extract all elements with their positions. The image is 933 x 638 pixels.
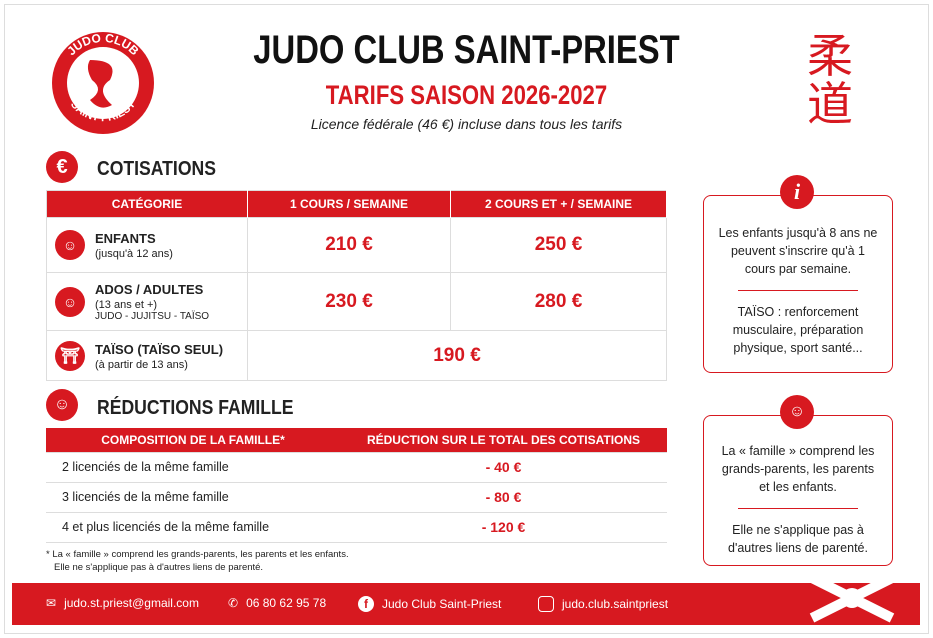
frame <box>4 4 929 634</box>
facebook[interactable]: Judo Club Saint-Priest <box>382 597 502 611</box>
kanji-char: 道 <box>807 77 853 131</box>
col-header: CATÉGORIE <box>46 190 248 218</box>
reduction: - 40 € <box>340 451 667 482</box>
cat-name: ADOS / ADULTES <box>95 282 204 297</box>
reduction-table: COMPOSITION DE LA FAMILLE* RÉDUCTION SUR … <box>46 428 667 543</box>
info-text: TAÏSO : renforcement musculaire, prépara… <box>732 305 864 355</box>
footer-phone[interactable]: ✆ 06 80 62 95 78 <box>228 596 326 610</box>
price: 280 € <box>450 272 667 331</box>
section-title: COTISATIONS <box>97 158 216 180</box>
composition: 3 licenciés de la même famille <box>46 481 340 512</box>
info-icon: i <box>780 175 814 209</box>
col-header: 1 COURS / SEMAINE <box>247 190 451 218</box>
header-row: COMPOSITION DE LA FAMILLE* RÉDUCTION SUR … <box>46 428 667 452</box>
kanji: 柔道 <box>800 32 860 128</box>
cat-extra: JUDO - JUJITSU - TAÏSO <box>95 311 210 322</box>
footer-email[interactable]: ✉ judo.st.priest@gmail.com <box>46 596 199 610</box>
cat-detail: (à partir de 13 ans) <box>95 358 188 371</box>
price: 210 € <box>247 217 451 273</box>
composition: 2 licenciés de la même famille <box>46 451 340 482</box>
header-row: CATÉGORIE 1 COURS / SEMAINE 2 COURS ET + /… <box>46 190 667 218</box>
title: JUDO CLUB SAINT-PRIEST <box>253 28 680 72</box>
footnote-line: * La « famille » comprend les grands-par… <box>46 549 349 560</box>
phone[interactable]: 06 80 62 95 78 <box>246 596 327 610</box>
price: 230 € <box>247 272 451 331</box>
row-icon: ⛩ <box>55 340 85 371</box>
info-text: Elle ne s'applique pas à d'autres liens … <box>728 523 868 555</box>
price: 190 € <box>247 330 667 381</box>
section-icon: ☺ <box>46 389 78 421</box>
instagram[interactable]: judo.club.saintpriest <box>562 597 669 611</box>
info-box: La « famille » comprend les grands-paren… <box>703 415 893 566</box>
subtitle: TARIFS SAISON 2026-2027 <box>325 80 608 110</box>
row-icon: ☺ <box>55 230 85 260</box>
row: 3 licenciés de la même famille - 80 € <box>46 481 667 512</box>
price: 250 € <box>450 217 667 273</box>
cat-detail: (jusqu'à 12 ans) <box>95 248 173 260</box>
info-box: Les enfants jusqu'à 8 ans ne peuvent s'i… <box>703 195 893 373</box>
icon: ✉ <box>46 596 57 610</box>
cat-name: TAÏSO (TAÏSO SEUL) <box>95 341 224 357</box>
col-header: 2 COURS ET + / SEMAINE <box>450 190 667 218</box>
footer: ✉ judo.st.priest@gmail.com ✆ 06 80 62 95 7… <box>12 573 920 625</box>
divider <box>738 508 858 509</box>
composition: 4 et plus licenciés de la même famille <box>46 511 340 543</box>
cat-detail: (13 ans et +) <box>95 299 158 311</box>
reduction: - 80 € <box>340 481 667 512</box>
divider <box>738 290 858 291</box>
row-icon: ☺ <box>55 286 85 317</box>
logo: JUDO CLUB SAINT PRIEST <box>52 31 154 134</box>
col-header: COMPOSITION DE LA FAMILLE* <box>46 428 340 452</box>
footer-facebook[interactable]: f Judo Club Saint-Priest <box>358 596 501 612</box>
kanji-char: 柔 <box>807 29 853 83</box>
footer-instagram[interactable]: judo.club.saintpriest <box>538 596 668 612</box>
col-header: RÉDUCTION SUR LE TOTAL DES COTISATIONS <box>340 428 667 452</box>
info-text: Les enfants jusqu'à 8 ans ne peuvent s'i… <box>718 226 878 276</box>
section-title: RÉDUCTIONS FAMILLE <box>97 397 294 419</box>
icon <box>538 596 554 612</box>
info-icon: ☺ <box>780 395 814 429</box>
row: ⛩ TAÏSO (TAÏSO SEUL) (à partir de 13 ans) … <box>46 330 667 381</box>
note: Licence fédérale (46 €) incluse dans tou… <box>310 116 623 132</box>
footnote: * La « famille » comprend les grands-par… <box>46 548 349 574</box>
row: ☺ ADOS / ADULTES (13 ans et +) JUDO - JUJIT… <box>46 272 667 331</box>
icon: ✆ <box>228 596 239 610</box>
belt <box>809 573 895 623</box>
price-table: CATÉGORIE 1 COURS / SEMAINE 2 COURS ET + /… <box>46 190 667 381</box>
section-icon: € <box>46 151 78 183</box>
reduction: - 120 € <box>340 511 667 543</box>
icon: f <box>358 596 374 612</box>
footnote-line: Elle ne s'applique pas à d'autres liens … <box>54 562 264 573</box>
row: ☺ ENFANTS (jusqu'à 12 ans) 210 €250 € <box>46 217 667 273</box>
cat-name: ENFANTS <box>95 231 156 246</box>
info-text: La « famille » comprend les grands-paren… <box>721 444 875 494</box>
row: 2 licenciés de la même famille - 40 € <box>46 451 667 482</box>
email[interactable]: judo.st.priest@gmail.com <box>64 596 199 610</box>
row: 4 et plus licenciés de la même famille - … <box>46 511 667 543</box>
